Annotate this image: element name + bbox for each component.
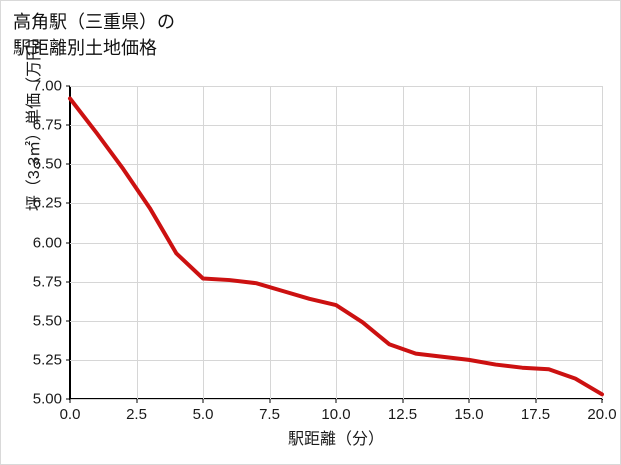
y-tick-label: 5.00 <box>32 390 62 408</box>
y-tick-mark <box>66 163 70 165</box>
gridline-vertical <box>535 86 537 399</box>
x-axis-label: 駅距離（分） <box>287 431 384 448</box>
x-tick-label: 2.5 <box>126 406 147 423</box>
x-tick-label: 7.5 <box>259 406 280 423</box>
y-tick-mark <box>66 359 70 361</box>
x-tick-mark <box>601 399 603 403</box>
gridline-vertical <box>203 86 204 399</box>
x-tick-label: 12.5 <box>387 406 418 423</box>
gridline-vertical <box>136 86 138 399</box>
y-tick-mark <box>66 398 70 400</box>
x-tick-label: 15.0 <box>454 406 484 423</box>
gridline-vertical <box>602 86 603 399</box>
x-tick-mark <box>535 399 536 403</box>
y-tick-mark <box>66 202 70 204</box>
y-tick-label: 6.50 <box>32 155 62 173</box>
gridline-vertical <box>269 86 271 399</box>
x-tick-label: 5.0 <box>192 406 214 423</box>
x-tick-mark <box>69 399 71 403</box>
y-tick-label: 7.00 <box>32 77 62 95</box>
x-tick-mark <box>202 399 204 403</box>
x-tick-mark <box>269 399 270 403</box>
y-tick-mark <box>66 281 70 283</box>
x-tick-mark <box>402 399 403 403</box>
gridline-vertical <box>469 86 470 399</box>
x-tick-mark <box>468 399 470 403</box>
x-tick-label: 10.0 <box>321 406 351 423</box>
x-tick-label: 17.5 <box>520 406 551 423</box>
data-series-line <box>68 96 604 397</box>
y-tick-label: 6.25 <box>32 194 62 212</box>
x-tick-label: 0.0 <box>59 406 81 423</box>
gridline-vertical <box>402 86 404 399</box>
gridline-vertical <box>336 86 337 399</box>
x-tick-label: 20.0 <box>587 406 617 423</box>
y-tick-mark <box>66 85 70 87</box>
y-tick-label: 6.00 <box>32 234 62 251</box>
plot-area: 5.00 5.25 5.50 5.75 6.00 6.25 6.50 6.75 7.00 0.0… <box>33 78 617 424</box>
y-tick-mark <box>66 320 70 322</box>
chart-title: 高角駅（三重県）の 駅距離別土地価格 <box>13 12 175 59</box>
x-tick-mark <box>335 399 337 403</box>
y-tick-label: 5.25 <box>32 351 62 369</box>
y-tick-label: 6.75 <box>32 116 62 134</box>
y-tick-mark <box>66 124 70 126</box>
y-tick-mark <box>66 242 70 243</box>
y-tick-label: 5.50 <box>32 312 62 330</box>
x-tick-mark <box>136 399 137 403</box>
y-tick-label: 5.75 <box>32 273 62 291</box>
